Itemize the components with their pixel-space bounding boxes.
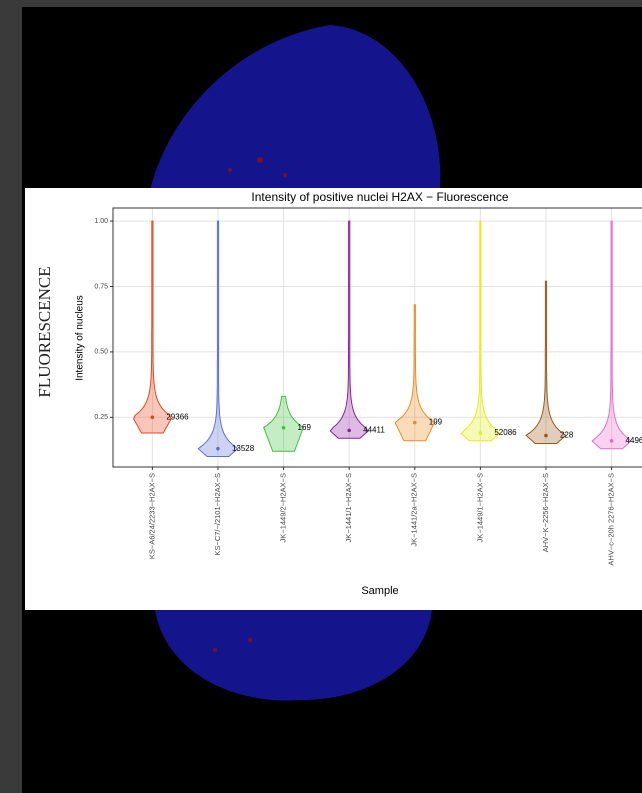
x-tick-label: JK−1449/1−H2AX−S bbox=[475, 473, 484, 542]
tissue-image-bottom bbox=[155, 610, 432, 701]
count-label: 13528 bbox=[232, 444, 255, 453]
y-tick-label: 0.25 bbox=[94, 414, 108, 421]
violin bbox=[591, 220, 632, 450]
y-axis-label: Intensity of nucleus bbox=[75, 295, 86, 381]
y-tick-label: 0.50 bbox=[94, 349, 108, 356]
count-label: 29366 bbox=[166, 412, 189, 421]
x-tick-label: KS−A6/24/2233−H2AX−S bbox=[147, 473, 156, 559]
median-point bbox=[150, 415, 155, 420]
x-tick-label: KS−C7/−/2101−H2AX−S bbox=[213, 473, 222, 556]
median-point bbox=[216, 446, 220, 451]
count-label: 52086 bbox=[494, 428, 517, 437]
x-axis-label: Sample bbox=[361, 585, 398, 597]
median-point bbox=[281, 425, 286, 430]
x-tick-label: JK−1449/2−H2AX−S bbox=[279, 473, 288, 542]
violin bbox=[525, 280, 567, 444]
chart: 0.25 0.50 0.75 1.00 29366 KS−A6/24/2233−H2AX−… bbox=[94, 207, 642, 566]
top-bar bbox=[0, 0, 642, 7]
x-tick-label: AHV−K−2256−H2AX−S bbox=[541, 473, 550, 552]
y-tick-label: 0.75 bbox=[94, 283, 108, 290]
chart-title: Intensity of positive nuclei H2AX − Fluo… bbox=[251, 190, 508, 204]
x-tick-label: AHV−c−20h 2276−H2AX−S bbox=[607, 473, 616, 566]
count-label: 4496 bbox=[626, 436, 642, 445]
violin bbox=[329, 220, 369, 439]
median-point bbox=[347, 428, 351, 433]
count-label: 169 bbox=[298, 423, 312, 432]
count-label: 228 bbox=[560, 431, 574, 440]
side-label: FLUORESCENCE bbox=[35, 266, 54, 397]
y-tick-label: 1.00 bbox=[94, 218, 108, 225]
violin bbox=[263, 395, 305, 452]
x-tick-label: JK−1441/1−H2AX−S bbox=[344, 473, 353, 542]
x-tick-label: JK−1441/2a−H2AX−S bbox=[410, 473, 419, 547]
median-point bbox=[609, 439, 614, 443]
median-point bbox=[478, 431, 483, 435]
violin bbox=[394, 304, 436, 442]
left-bar bbox=[0, 0, 22, 793]
panel-border bbox=[112, 207, 642, 468]
count-label: 199 bbox=[429, 418, 443, 427]
count-label: 44411 bbox=[363, 425, 385, 434]
violin bbox=[197, 220, 239, 457]
tissue-spots bbox=[213, 157, 287, 652]
tissue-image-top bbox=[150, 25, 441, 190]
violin bbox=[460, 220, 501, 442]
median-point bbox=[412, 420, 417, 425]
median-point bbox=[544, 433, 548, 438]
violin bbox=[133, 220, 172, 434]
